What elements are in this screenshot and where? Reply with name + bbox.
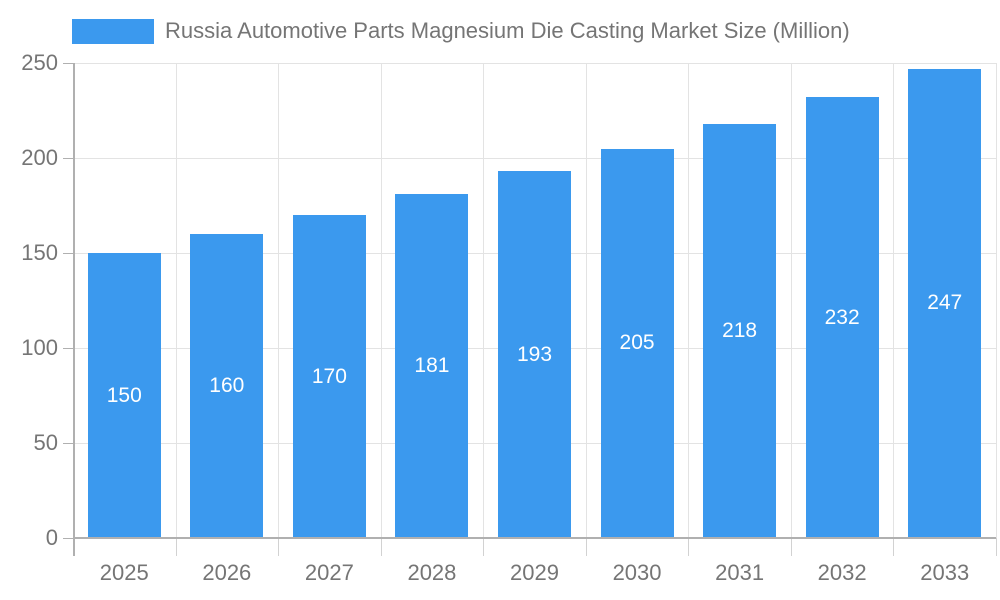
bar-2030[interactable]: 205 <box>600 148 674 538</box>
v-gridline-6 <box>688 63 690 538</box>
bar-2033[interactable]: 247 <box>908 68 982 538</box>
bar-value-label: 170 <box>311 364 347 388</box>
v-gridline-7 <box>790 63 792 538</box>
y-tick-mark-150 <box>63 253 73 254</box>
legend-item[interactable]: Russia Automotive Parts Magnesium Die Ca… <box>72 18 850 44</box>
y-tick-label-200: 200 <box>21 145 58 170</box>
x-tick-label-2031: 2031 <box>715 560 765 585</box>
x-axis-labels: 2025 2026 2027 2028 2029 2030 2031 2032 2033 <box>73 556 996 590</box>
y-tick-mark-250 <box>63 63 73 64</box>
x-tick-label-2026: 2026 <box>202 560 252 585</box>
v-gridline-4 <box>483 63 485 538</box>
x-tick-mark-2 <box>278 538 280 556</box>
x-tick-label-2029: 2029 <box>510 560 559 585</box>
bar-value-label: 218 <box>722 318 758 342</box>
bar-value-label: 160 <box>209 374 245 397</box>
v-gridline-8 <box>893 63 895 538</box>
x-tick-mark-7 <box>790 538 792 556</box>
x-tick-label-2030: 2030 <box>612 560 662 585</box>
bar-2032[interactable]: 232 <box>805 97 879 538</box>
v-gridline-9 <box>996 63 997 538</box>
x-tick-label-2032: 2032 <box>817 560 867 585</box>
bar-2029[interactable]: 193 <box>498 171 571 538</box>
y-tick-label-0: 0 <box>45 525 58 550</box>
bar-value-label: 181 <box>414 354 450 378</box>
v-gridline-2 <box>278 63 280 538</box>
y-tick-mark-200 <box>63 158 73 159</box>
x-tick-mark-5 <box>585 538 587 556</box>
x-tick-mark-1 <box>175 538 177 556</box>
bar-2026[interactable]: 160 <box>190 234 264 538</box>
x-tick-mark-8 <box>893 538 895 556</box>
x-axis-line <box>73 537 996 539</box>
y-tick-label-150: 150 <box>21 240 58 265</box>
bar-2027[interactable]: 170 <box>292 215 366 538</box>
bar-value-label: 193 <box>516 342 553 366</box>
legend-label: Russia Automotive Parts Magnesium Die Ca… <box>165 18 850 43</box>
x-tick-label-2027: 2027 <box>304 560 354 585</box>
bar-2028[interactable]: 181 <box>395 194 469 538</box>
y-axis-labels: 0 50 100 150 200 250 <box>0 50 58 550</box>
v-gridline-1 <box>175 63 177 538</box>
bar-value-label: 150 <box>106 383 142 407</box>
v-gridline-5 <box>585 63 587 538</box>
y-tick-label-100: 100 <box>21 335 58 360</box>
legend-swatch <box>72 18 154 44</box>
y-axis-line <box>73 63 75 556</box>
bar-value-label: 247 <box>927 291 963 315</box>
bar-2031[interactable]: 218 <box>703 123 777 538</box>
y-tick-mark-0 <box>63 538 73 539</box>
bar-value-label: 205 <box>619 331 655 355</box>
h-gridline-200 <box>73 158 996 159</box>
bar-value-label: 232 <box>824 305 860 329</box>
x-tick-label-2025: 2025 <box>99 560 149 585</box>
x-tick-label-2033: 2033 <box>920 560 970 585</box>
y-tick-label-50: 50 <box>33 430 58 455</box>
x-tick-mark-9 <box>996 538 997 556</box>
x-tick-mark-3 <box>380 538 382 556</box>
x-tick-mark-6 <box>688 538 690 556</box>
y-tick-mark-50 <box>63 443 73 444</box>
plot-area: 150 160 170 181 193 205 218 232 247 <box>73 63 997 556</box>
v-gridline-3 <box>380 63 382 538</box>
y-tick-mark-100 <box>63 348 73 349</box>
bar-2025[interactable]: 150 <box>87 253 161 538</box>
y-tick-label-250: 250 <box>21 50 58 75</box>
h-gridline-250 <box>73 63 996 64</box>
x-tick-label-2028: 2028 <box>407 560 457 585</box>
x-tick-mark-4 <box>483 538 485 556</box>
